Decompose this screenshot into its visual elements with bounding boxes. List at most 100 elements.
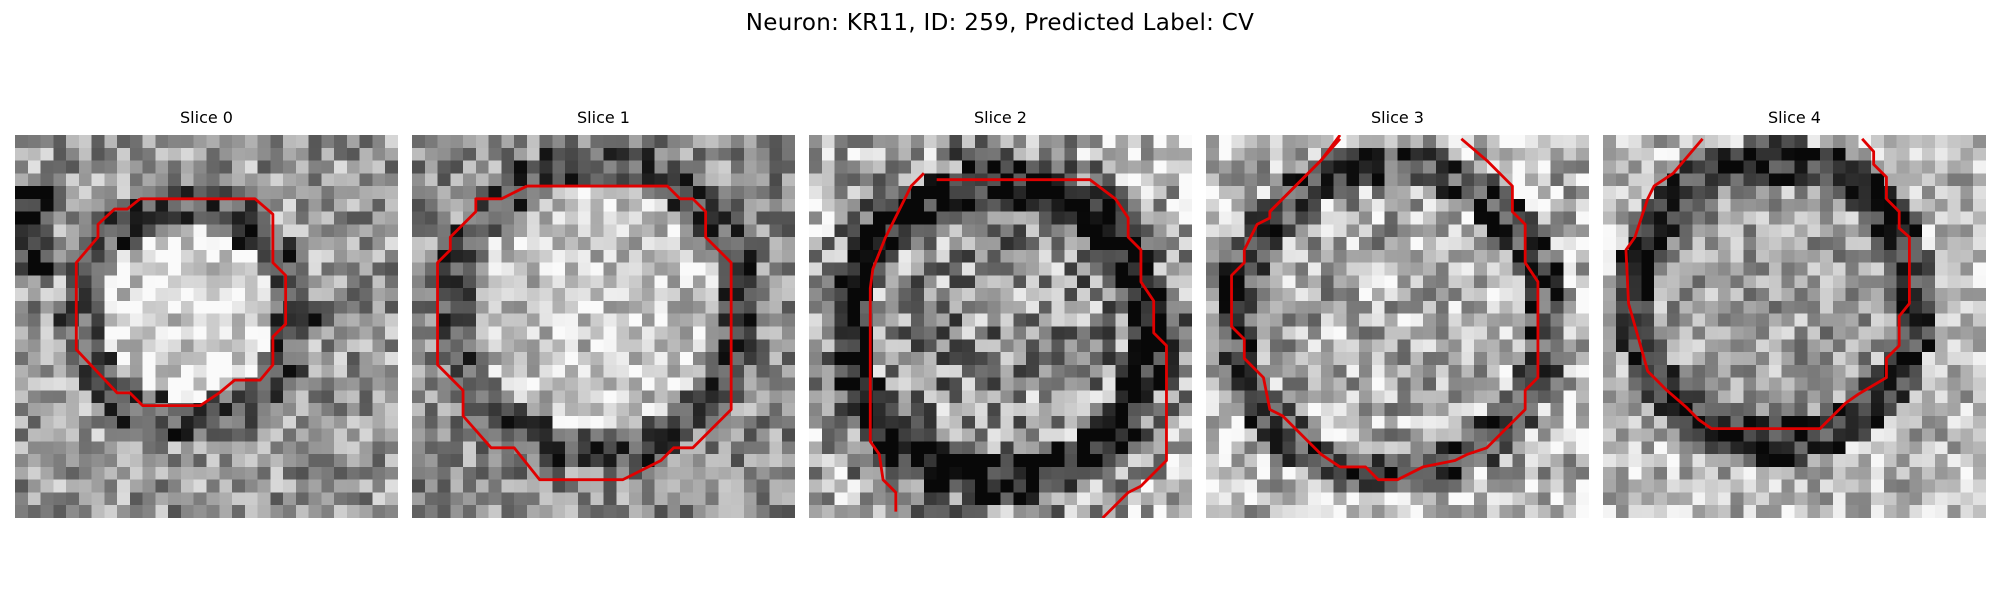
- pixel: [1218, 147, 1232, 161]
- pixel: [1089, 454, 1103, 468]
- pixel: [565, 441, 579, 455]
- pixel: [1115, 428, 1129, 442]
- pixel: [359, 492, 373, 506]
- pixel: [27, 275, 41, 289]
- pixel: [847, 326, 861, 340]
- pixel: [860, 198, 874, 212]
- pixel: [872, 288, 886, 302]
- pixel: [1512, 147, 1526, 161]
- pixel: [475, 479, 489, 493]
- pixel: [346, 441, 360, 455]
- pixel: [756, 352, 770, 366]
- pixel: [1628, 492, 1642, 506]
- pixel: [847, 441, 861, 455]
- pixel: [424, 173, 438, 187]
- pixel: [1231, 186, 1245, 200]
- pixel: [1206, 211, 1220, 225]
- pixel: [1000, 211, 1014, 225]
- pixel: [718, 390, 732, 404]
- pixel: [552, 415, 566, 429]
- pixel: [104, 275, 118, 289]
- pixel: [1077, 479, 1091, 493]
- pixel: [680, 237, 694, 251]
- pixel: [641, 352, 655, 366]
- pixel: [1807, 300, 1821, 314]
- pixel: [53, 288, 67, 302]
- pixel: [117, 364, 131, 378]
- pixel: [450, 198, 464, 212]
- pixel: [308, 479, 322, 493]
- pixel: [923, 186, 937, 200]
- pixel: [232, 466, 246, 480]
- pixel: [1794, 262, 1808, 276]
- pixel: [821, 300, 835, 314]
- pixel: [898, 466, 912, 480]
- pixel: [1781, 288, 1795, 302]
- pixel: [1705, 377, 1719, 391]
- pixel: [1410, 237, 1424, 251]
- pixel: [334, 275, 348, 289]
- pixel: [27, 403, 41, 417]
- pixel: [244, 275, 258, 289]
- pixel: [756, 390, 770, 404]
- pixel: [257, 249, 271, 263]
- pixel: [590, 377, 604, 391]
- pixel: [667, 339, 681, 353]
- pixel: [1077, 262, 1091, 276]
- pixel: [1615, 377, 1629, 391]
- pixel: [731, 339, 745, 353]
- pixel: [1922, 224, 1936, 238]
- pixel: [359, 352, 373, 366]
- pixel: [1244, 147, 1258, 161]
- pixel: [1077, 313, 1091, 327]
- pixel: [1512, 173, 1526, 187]
- pixel: [782, 147, 795, 161]
- pixel: [155, 135, 169, 149]
- pixel: [1384, 364, 1398, 378]
- pixel: [1883, 454, 1897, 468]
- pixel: [463, 173, 477, 187]
- pixel: [1102, 415, 1116, 429]
- pixel: [283, 390, 297, 404]
- pixel: [104, 403, 118, 417]
- pixel: [1858, 492, 1872, 506]
- pixel: [680, 339, 694, 353]
- pixel: [565, 224, 579, 238]
- pixel: [1934, 377, 1948, 391]
- pixel: [295, 428, 309, 442]
- pixel: [1960, 428, 1974, 442]
- pixel: [860, 262, 874, 276]
- pixel: [1333, 479, 1347, 493]
- pixel: [847, 313, 861, 327]
- pixel: [270, 262, 284, 276]
- pixel: [308, 313, 322, 327]
- pixel: [412, 339, 426, 353]
- pixel: [1947, 505, 1961, 518]
- pixel: [1525, 479, 1539, 493]
- pixel: [257, 313, 271, 327]
- pixel: [1000, 352, 1014, 366]
- pixel: [308, 492, 322, 506]
- pixel: [860, 249, 874, 263]
- pixel: [1435, 313, 1449, 327]
- pixel: [590, 160, 604, 174]
- pixel: [1244, 160, 1258, 174]
- pixel: [1333, 352, 1347, 366]
- pixel: [1051, 186, 1065, 200]
- pixel: [1576, 326, 1589, 340]
- pixel: [834, 135, 848, 149]
- pixel: [1628, 288, 1642, 302]
- pixel: [680, 186, 694, 200]
- pixel: [911, 147, 925, 161]
- pixel: [1077, 441, 1091, 455]
- pixel: [603, 288, 617, 302]
- pixel: [346, 160, 360, 174]
- pixel: [565, 198, 579, 212]
- pixel: [1525, 415, 1539, 429]
- pixel: [308, 390, 322, 404]
- pixel: [1435, 237, 1449, 251]
- pixel: [1922, 211, 1936, 225]
- pixel: [180, 352, 194, 366]
- pixel: [1064, 186, 1078, 200]
- pixel: [769, 237, 783, 251]
